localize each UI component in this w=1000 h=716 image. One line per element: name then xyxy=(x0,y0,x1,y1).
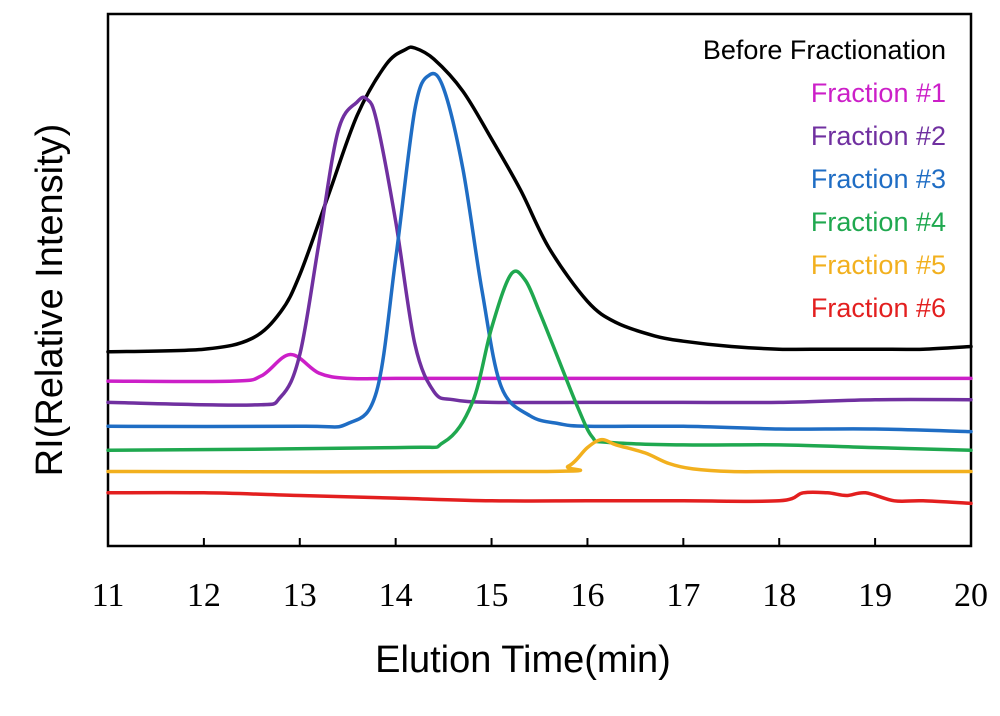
x-axis-tick-labels: 11 12 13 14 15 16 17 18 19 20 xyxy=(92,577,988,614)
series-line-4 xyxy=(106,269,973,452)
x-tick-label-13: 13 xyxy=(283,577,317,614)
x-tick-label-18: 18 xyxy=(762,577,796,614)
x-tick-label-15: 15 xyxy=(475,577,509,614)
series-line-6 xyxy=(106,490,973,506)
legend-entry-4: Fraction #4 xyxy=(811,207,946,237)
series-line-1 xyxy=(106,352,973,384)
x-axis-ticks xyxy=(107,538,972,546)
legend-entry-0: Before Fractionation xyxy=(703,35,946,65)
series-lines xyxy=(106,45,973,506)
legend-entry-6: Fraction #6 xyxy=(811,293,946,323)
x-tick-label-16: 16 xyxy=(570,577,604,614)
x-tick-label-11: 11 xyxy=(92,577,125,614)
legend-entry-2: Fraction #2 xyxy=(811,121,946,151)
x-axis-title: Elution Time(min) xyxy=(375,639,671,681)
series-line-3 xyxy=(106,71,973,434)
x-tick-label-12: 12 xyxy=(187,577,221,614)
legend: Before Fractionation Fraction #1 Fraction … xyxy=(703,35,946,323)
plot-frame xyxy=(106,12,973,548)
x-tick-label-17: 17 xyxy=(666,577,700,614)
y-axis-title: RI(Relative Intensity) xyxy=(29,124,71,477)
x-tick-label-14: 14 xyxy=(379,577,413,614)
legend-entry-3: Fraction #3 xyxy=(811,164,946,194)
x-tick-label-19: 19 xyxy=(858,577,892,614)
series-line-2 xyxy=(106,95,973,407)
series-line-0 xyxy=(106,45,973,354)
legend-entry-5: Fraction #5 xyxy=(811,250,946,280)
series-line-5 xyxy=(106,437,973,474)
x-tick-label-20: 20 xyxy=(954,577,988,614)
legend-entry-1: Fraction #1 xyxy=(811,78,946,108)
